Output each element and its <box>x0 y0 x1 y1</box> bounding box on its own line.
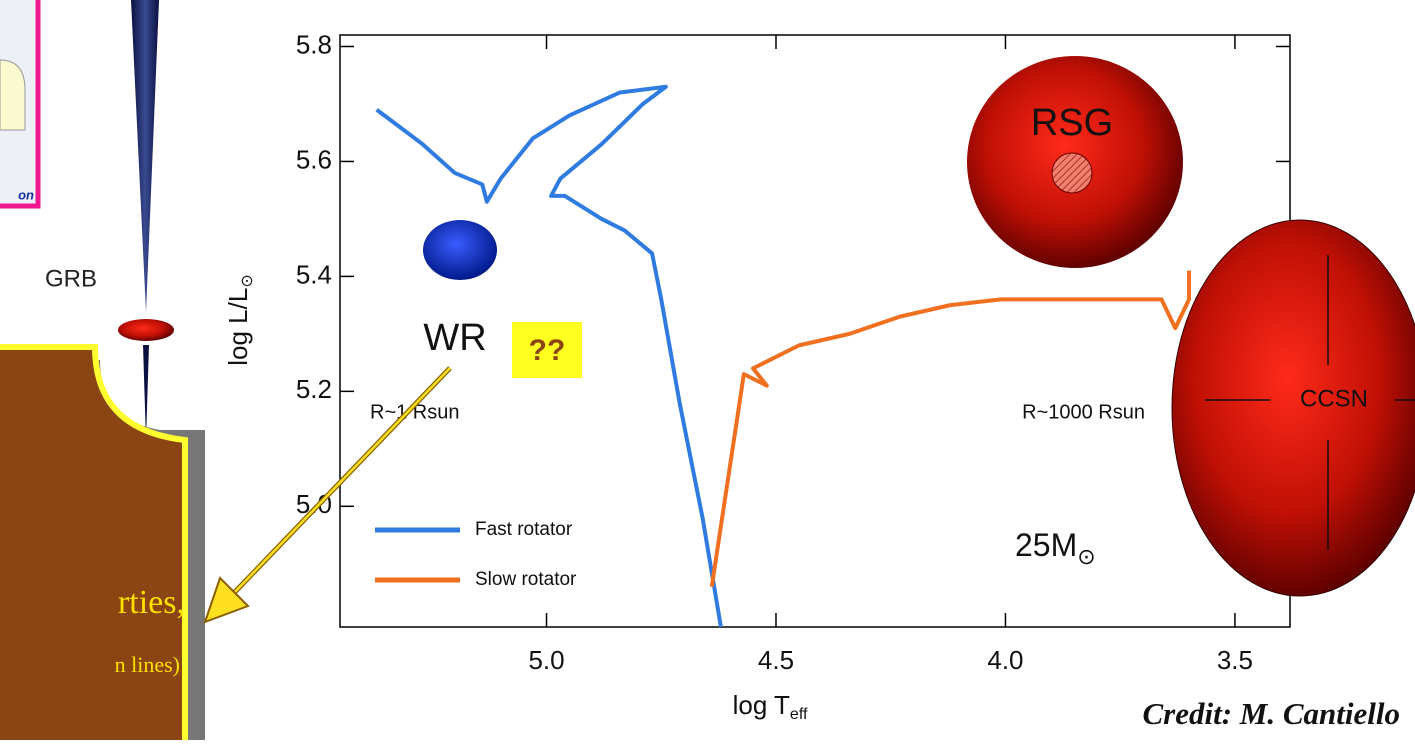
y-tick-label: 5.6 <box>296 144 332 174</box>
grb-label: GRB <box>45 265 97 292</box>
y-axis-label: log L/L⊙ <box>223 274 256 365</box>
jet <box>131 0 159 312</box>
text-box <box>0 347 185 740</box>
x-tick-label: 3.5 <box>1217 645 1253 675</box>
box-text: n lines) <box>115 652 180 677</box>
legend-label: Slow rotator <box>475 569 577 590</box>
x-tick-label: 5.0 <box>528 645 564 675</box>
x-axis-label-sub: eff <box>790 706 808 723</box>
wr-star <box>423 220 497 280</box>
ccsn-star <box>1172 220 1415 596</box>
shape <box>0 60 25 130</box>
corner-text: on <box>18 187 34 202</box>
radius-label: R~1000 Rsun <box>1022 401 1145 423</box>
y-tick-label: 5.4 <box>296 259 332 289</box>
slide: on GRB rties, n lines) 5.0 4.5 4.0 3.5 5.8 5.… <box>0 0 1415 740</box>
y-axis-label-sub: ⊙ <box>239 274 256 287</box>
question-mark: ?? <box>529 334 566 367</box>
y-axis-label-text: log L/L <box>223 288 253 366</box>
rsg-label: RSG <box>1031 102 1113 144</box>
y-tick-label: 5.2 <box>296 374 332 404</box>
wr-label: WR <box>423 317 486 359</box>
disk <box>118 319 174 341</box>
legend-label: Fast rotator <box>475 519 573 540</box>
rsg-core <box>1052 153 1092 193</box>
ccsn-label: CCSN <box>1300 385 1368 412</box>
mass-label: 25M⊙ <box>1015 527 1096 568</box>
jet <box>143 345 149 440</box>
x-tick-label: 4.0 <box>987 645 1023 675</box>
y-tick-label: 5.8 <box>296 29 332 59</box>
x-tick-label: 4.5 <box>758 645 794 675</box>
x-axis-label: log Teff <box>733 690 808 723</box>
arrow <box>232 368 450 595</box>
x-axis-label-text: log T <box>733 690 790 720</box>
credit: Credit: M. Cantiello <box>1143 696 1401 731</box>
box-text: rties, <box>118 584 185 621</box>
series-line <box>712 271 1189 587</box>
